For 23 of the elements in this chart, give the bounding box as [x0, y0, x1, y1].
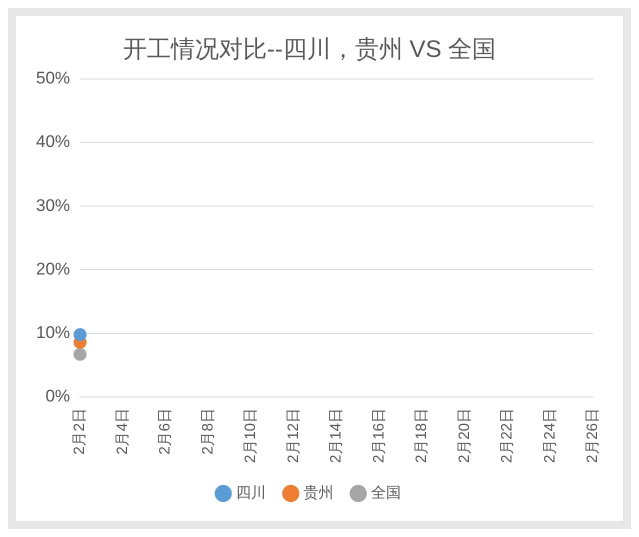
y-tick-label: 50% [36, 68, 70, 88]
y-tick-label: 10% [36, 323, 70, 342]
x-tick-label: 2月4日 [114, 408, 131, 455]
x-tick-label: 2月8日 [199, 408, 216, 455]
y-tick-label: 20% [36, 259, 70, 278]
x-tick-label: 2月2日 [71, 408, 88, 455]
x-tick-label: 2月26日 [584, 408, 602, 464]
y-tick-label: 0% [45, 386, 70, 406]
x-tick-label: 2月14日 [328, 408, 345, 464]
legend-label: 贵州 [303, 484, 334, 502]
x-tick-label: 2月12日 [284, 408, 302, 464]
legend-label: 全国 [370, 484, 401, 502]
y-tick-label: 30% [36, 196, 70, 215]
legend-label: 四川 [236, 484, 266, 502]
y-tick-label: 40% [36, 132, 70, 152]
x-tick-label: 2月20日 [456, 408, 473, 464]
x-tick-label: 2月18日 [413, 408, 430, 464]
x-tick-label: 2月10日 [242, 408, 260, 464]
x-tick-label: 2月6日 [156, 408, 174, 455]
x-tick-label: 2月16日 [370, 408, 388, 464]
x-tick-label: 2月22日 [498, 408, 516, 464]
x-tick-label: 2月24日 [541, 408, 558, 464]
chart-title: 开工情况对比--四川，贵州 VS 全国 [122, 36, 496, 64]
